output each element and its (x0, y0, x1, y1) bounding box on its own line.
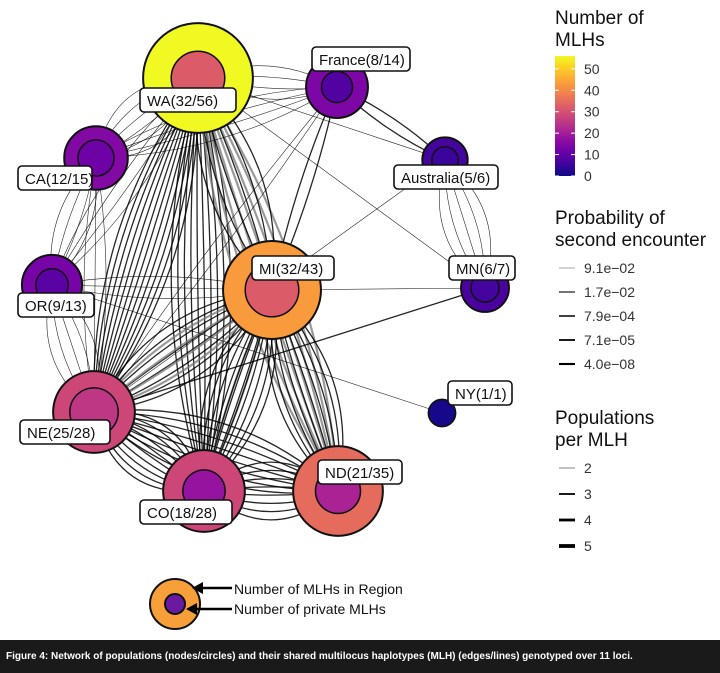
node-label-ND: ND(21/35) (317, 459, 403, 485)
node-label-box (393, 164, 499, 190)
probability-entries: 9.1e−02 1.7e−02 7.9e−04 7.1e−05 4.0e−08 (559, 260, 635, 372)
colorbar-title-line1: Number of (555, 8, 644, 29)
size-key-legend: Number of MLHs in Region Number of priva… (149, 578, 403, 630)
node-label-text: MN(6/7) (456, 261, 510, 278)
node-label-CO: CO(18/28) (139, 499, 233, 525)
colorbar-ticks: 50 40 30 20 10 0 (555, 61, 600, 184)
node-NY (427, 398, 457, 428)
node-label-text: NY(1/1) (455, 386, 507, 403)
colorbar-tick-label: 50 (584, 61, 600, 77)
node-labels: WA(32/56) France(8/14) Australia(5/6) CA(12… (17, 46, 516, 525)
node-label-France: France(8/14) (311, 46, 411, 72)
edge-WA-CO (190, 77, 205, 492)
node-label-text: MI(32/43) (259, 261, 323, 278)
node-label-box (317, 459, 403, 485)
edge-CA-France (95, 86, 338, 159)
node-inner-circle (320, 70, 354, 104)
node-label-box (251, 255, 335, 281)
probability-key-label: 1.7e−02 (584, 284, 635, 300)
node-label-text: CO(18/28) (147, 505, 217, 522)
node-label-WA: WA(32/56) (139, 87, 237, 113)
node-label-text: NE(25/28) (27, 425, 95, 442)
node-label-box (17, 292, 95, 318)
edge-WA-CO (170, 77, 205, 492)
node-label-box (447, 380, 513, 406)
populations-key-label: 2 (584, 460, 592, 476)
size-key-arrowhead-private (186, 603, 197, 615)
probability-key-label: 4.0e−08 (584, 356, 635, 372)
node-label-box (448, 255, 516, 281)
colorbar-tick-label: 10 (584, 147, 600, 163)
mlh-colorbar-legend: Number of MLHs 50 40 30 20 10 0 (555, 8, 644, 184)
edge-France-NE (93, 86, 338, 413)
network-figure: WA(32/56) France(8/14) Australia(5/6) CA(12… (17, 8, 707, 630)
node-label-text: CA(12/15) (25, 171, 93, 188)
edge-WA-CO (177, 77, 205, 492)
node-label-text: ND(21/35) (325, 465, 394, 482)
node-label-Australia: Australia(5/6) (393, 164, 499, 190)
node-label-CA: CA(12/15) (17, 165, 93, 191)
node-label-box (17, 165, 93, 191)
node-label-text: France(8/14) (319, 52, 405, 69)
node-label-box (139, 499, 233, 525)
populations-title-line1: Populations (555, 408, 654, 429)
probability-key-label: 9.1e−02 (584, 260, 635, 276)
node-label-text: WA(32/56) (147, 93, 218, 110)
colorbar-title-line2: MLHs (555, 30, 605, 51)
colorbar-tick-label: 30 (584, 104, 600, 120)
populations-legend: Populations per MLH 2 3 4 5 (555, 408, 654, 554)
probability-key-label: 7.1e−05 (584, 332, 635, 348)
node-label-box (19, 419, 111, 445)
probability-title-line1: Probability of (555, 208, 666, 229)
size-key-region-label: Number of MLHs in Region (234, 581, 403, 597)
node-label-MN: MN(6/7) (448, 255, 516, 281)
size-key-inner-circle (164, 593, 186, 615)
size-key-private-label: Number of private MLHs (234, 601, 386, 617)
colorbar-tick-label: 0 (584, 168, 592, 184)
node-label-OR: OR(9/13) (17, 292, 95, 318)
colorbar-tick-label: 20 (584, 125, 600, 141)
node-label-NY: NY(1/1) (447, 380, 513, 406)
colorbar-tick-label: 40 (584, 82, 600, 98)
node-inner-circle (427, 398, 457, 428)
edge-France-NE (93, 86, 338, 413)
figure-caption: Figure 4: Network of populations (nodes/… (0, 640, 720, 673)
node-label-MI: MI(32/43) (251, 255, 335, 281)
edge-NE-MN (93, 287, 486, 413)
node-label-box (139, 87, 237, 113)
node-label-text: Australia(5/6) (401, 170, 490, 187)
node-WA (142, 22, 254, 134)
probability-legend: Probability of second encounter 9.1e−02 1… (555, 208, 707, 372)
populations-key-label: 5 (584, 538, 592, 554)
node-label-text: OR(9/13) (25, 298, 87, 315)
probability-title-line2: second encounter (555, 230, 707, 251)
populations-key-label: 3 (584, 486, 592, 502)
size-key-arrowhead-region (192, 582, 203, 594)
node-label-NE: NE(25/28) (19, 419, 111, 445)
edge-WA-CO (183, 77, 205, 492)
node-label-box (311, 46, 411, 72)
probability-key-label: 7.9e−04 (584, 308, 635, 324)
colorbar-gradient (555, 56, 575, 176)
populations-entries: 2 3 4 5 (559, 460, 592, 554)
populations-title-line2: per MLH (555, 430, 628, 451)
populations-key-label: 4 (584, 512, 592, 528)
